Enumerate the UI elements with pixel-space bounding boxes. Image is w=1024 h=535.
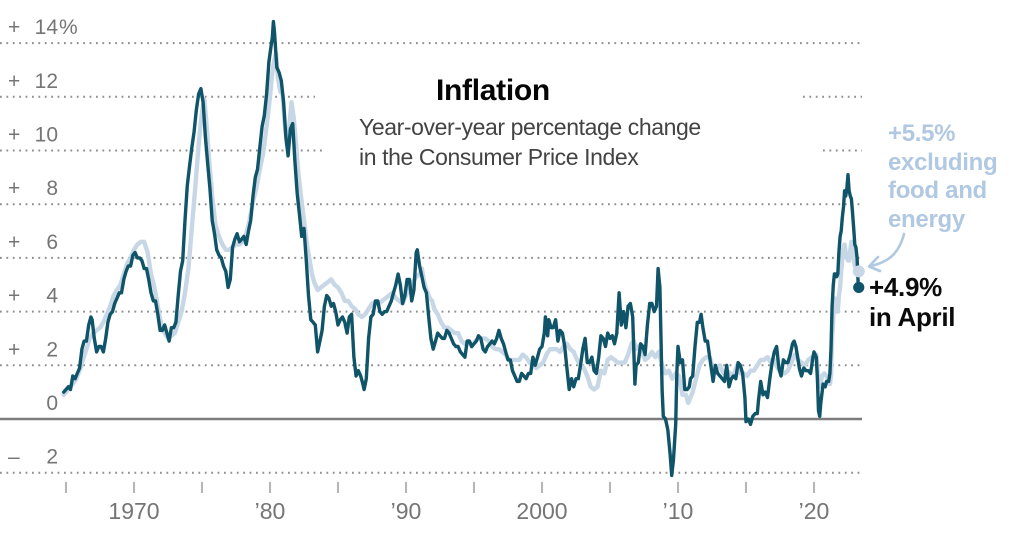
cpi-line <box>62 19 861 478</box>
x-axis-label-1970: 1970 <box>108 498 159 524</box>
y-axis-label-4: +4 <box>8 285 58 308</box>
core-annotation-line-3: food and <box>888 177 987 204</box>
chart-subtitle-line-1: Year-over-year percentage change <box>359 114 701 140</box>
y-axis-label-2: +2 <box>8 338 58 361</box>
x-axis-label-1990: ’90 <box>391 498 422 524</box>
core-annotation-line-2: excluding <box>888 148 998 176</box>
y-axis-label--2: –2 <box>8 446 58 469</box>
core-annotation-value: +5.5% <box>888 120 956 147</box>
y-axis-label-0: 0 <box>46 392 58 415</box>
annotation-arrowhead <box>867 255 882 273</box>
cpi-end-dot <box>853 281 865 294</box>
core-annotation-line-4: energy <box>888 205 965 233</box>
y-axis-label-12: +12 <box>8 70 58 93</box>
core-end-dot <box>852 265 865 278</box>
y-axis-label-6: +6 <box>8 231 58 254</box>
y-axis-label-8: +8 <box>8 177 58 200</box>
chart-title: Inflation <box>436 74 550 107</box>
chart-subtitle: Year-over-year percentage change in the … <box>359 112 701 172</box>
headline-annotation-period: in April <box>869 302 956 332</box>
chart-subtitle-line-2: in the Consumer Price Index <box>359 144 639 170</box>
headline-annotation-value: +4.9% <box>869 272 942 302</box>
headline-cpi-annotation: +4.9% in April <box>869 272 956 332</box>
x-axis-label-2020: ’20 <box>799 498 830 524</box>
y-axis-label-14: +14% <box>8 16 78 39</box>
y-axis-label-10: +10 <box>8 124 58 147</box>
x-axis-label-2000: 2000 <box>516 498 567 524</box>
x-axis-label-1980: ’80 <box>255 498 286 524</box>
annotation-arrow <box>869 232 906 268</box>
x-axis-label-2010: ’10 <box>663 498 694 524</box>
core-cpi-annotation: +5.5% excluding food and energy <box>888 120 998 234</box>
